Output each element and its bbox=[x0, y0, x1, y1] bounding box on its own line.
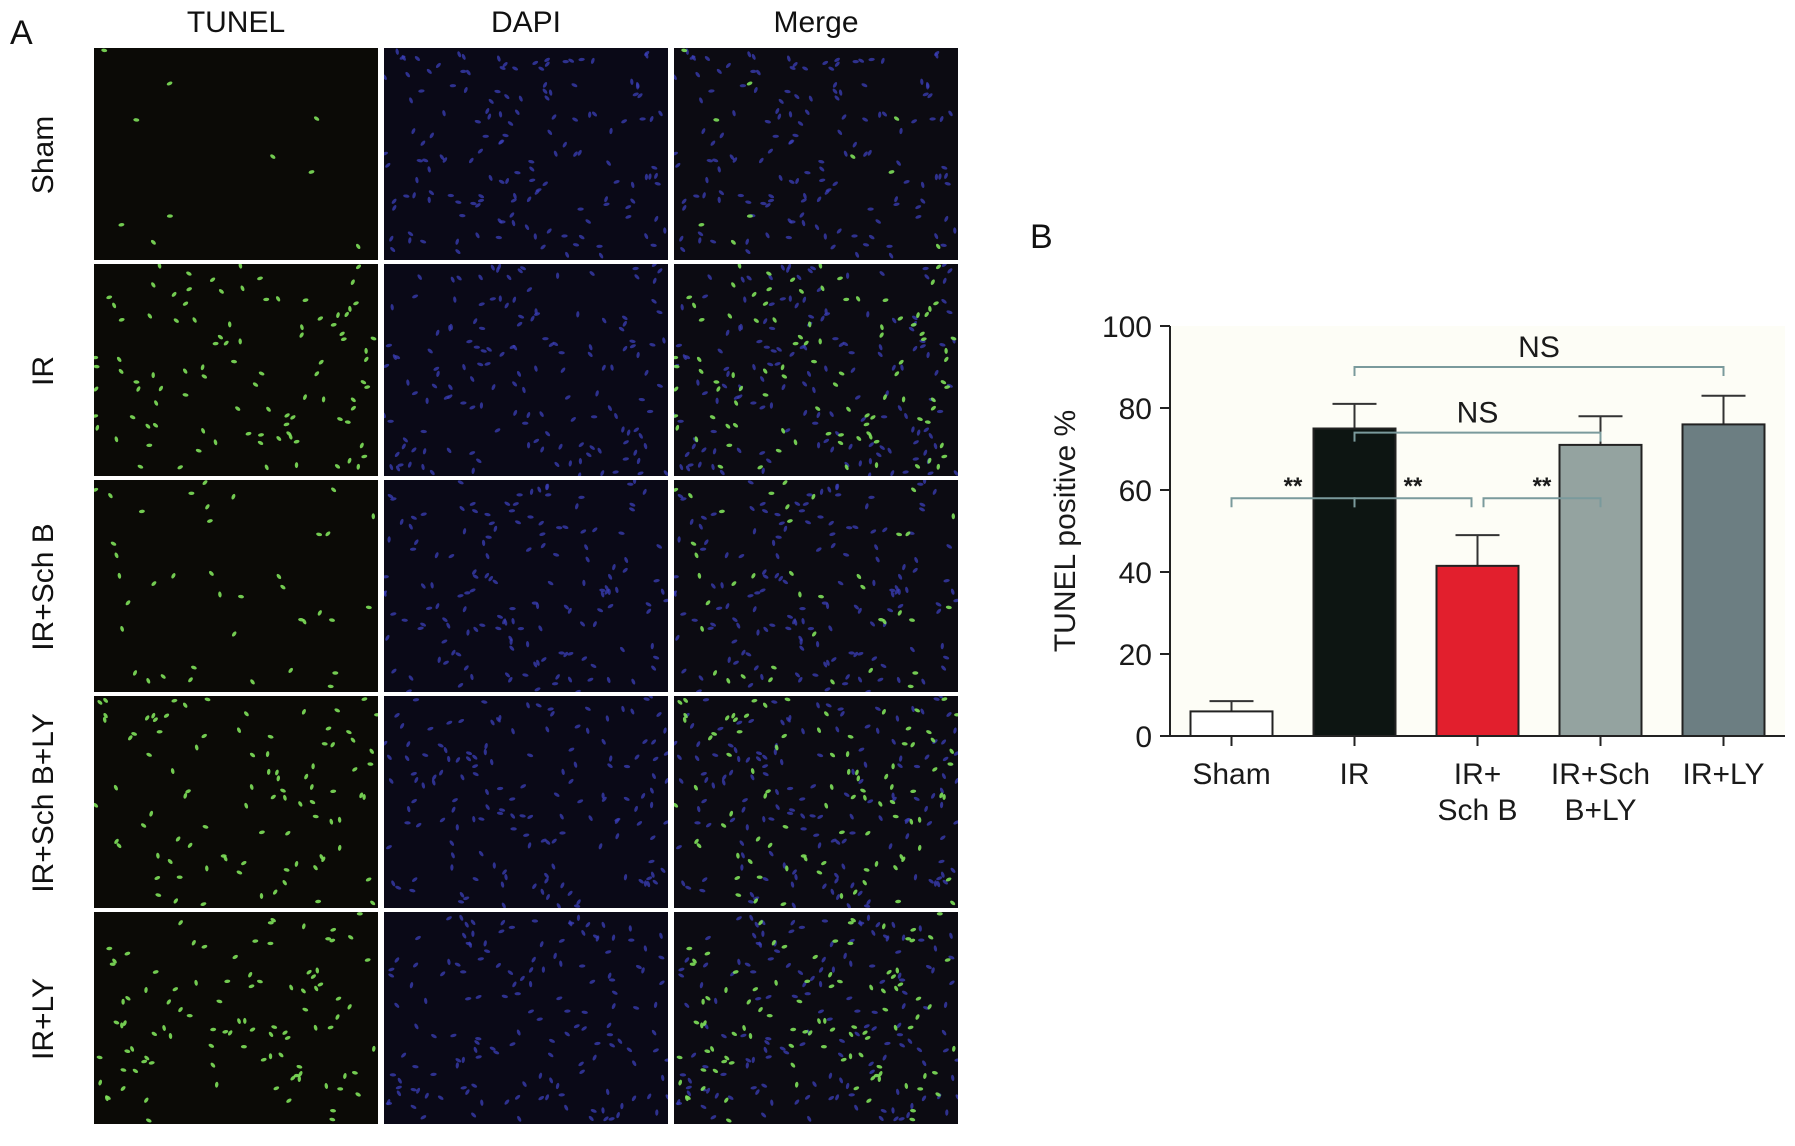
row-label-ir-sch-b-ly: IR+Sch B+LY bbox=[27, 713, 60, 893]
micrograph-merge-row-2 bbox=[674, 264, 958, 476]
micrograph-tunel-row-2 bbox=[94, 264, 378, 476]
panel-b-letter: B bbox=[1030, 218, 1053, 256]
y-tick-label: 60 bbox=[1119, 475, 1152, 508]
significance-bracket bbox=[1482, 497, 1602, 508]
bar-1 bbox=[1312, 427, 1397, 737]
micrograph-tunel-row-3 bbox=[94, 480, 378, 692]
micrograph-dapi-row-3 bbox=[384, 480, 668, 692]
significance-label: NS bbox=[1518, 331, 1560, 364]
significance-label: ** bbox=[1533, 473, 1552, 500]
x-tick-label: Sch B bbox=[1437, 794, 1517, 827]
column-header-merge: Merge bbox=[773, 6, 859, 39]
tunel-bar-chart: 0 20 40 60 80 100 TUNEL positive % Sham IR IR+Sch… bbox=[1049, 311, 1785, 827]
significance-bracket bbox=[1353, 431, 1602, 442]
y-tick-label: 80 bbox=[1119, 393, 1152, 426]
row-label-ir: IR bbox=[27, 356, 60, 386]
y-tick-label: 0 bbox=[1135, 721, 1152, 754]
x-tick-label: IR+Sch bbox=[1551, 758, 1650, 791]
y-tick-label: 20 bbox=[1119, 639, 1152, 672]
significance-bracket bbox=[1353, 366, 1725, 376]
micrograph-merge-row-5 bbox=[674, 912, 958, 1124]
x-tick-label: B+LY bbox=[1565, 794, 1637, 827]
panel-a-letter: A bbox=[10, 14, 33, 52]
column-header-tunel: TUNEL bbox=[186, 6, 286, 39]
x-tick-label: IR bbox=[1340, 758, 1370, 791]
micrograph-tunel-row-5 bbox=[94, 912, 378, 1124]
significance-label: NS bbox=[1457, 397, 1499, 430]
significance-label: ** bbox=[1404, 473, 1423, 500]
micrograph-merge-row-4 bbox=[674, 696, 958, 908]
significance-label: ** bbox=[1284, 473, 1303, 500]
micrograph-dapi-row-5 bbox=[384, 912, 668, 1124]
micrograph-merge-row-1 bbox=[674, 48, 958, 260]
significance-bracket bbox=[1353, 497, 1473, 508]
micrograph-merge-row-3 bbox=[674, 480, 958, 692]
bar-4 bbox=[1681, 423, 1766, 737]
y-tick-label: 100 bbox=[1102, 311, 1152, 344]
micrograph-tunel-row-1 bbox=[94, 48, 378, 260]
x-tick-label: IR+ bbox=[1454, 758, 1502, 791]
y-axis-label: TUNEL positive % bbox=[1049, 410, 1082, 652]
bar-2 bbox=[1435, 564, 1520, 737]
micrograph-dapi-row-1 bbox=[384, 48, 668, 260]
x-tick-label: Sham bbox=[1192, 758, 1270, 791]
row-label-sham: Sham bbox=[27, 115, 60, 195]
micrograph-tunel-row-4 bbox=[94, 696, 378, 908]
row-label-ir-sch-b: IR+Sch B bbox=[27, 523, 60, 651]
y-tick-label: 40 bbox=[1119, 557, 1152, 590]
bar-3 bbox=[1558, 443, 1643, 737]
micrograph-dapi-row-2 bbox=[384, 264, 668, 476]
micrograph-dapi-row-4 bbox=[384, 696, 668, 908]
column-header-dapi: DAPI bbox=[490, 6, 562, 39]
bar-0 bbox=[1189, 710, 1274, 737]
x-tick-label: IR+LY bbox=[1683, 758, 1765, 791]
row-label-ir-ly: IR+LY bbox=[27, 978, 60, 1060]
